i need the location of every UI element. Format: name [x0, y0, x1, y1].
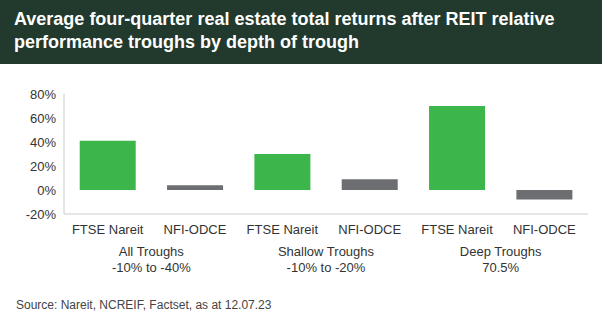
svg-text:80%: 80% — [30, 87, 56, 102]
svg-text:70.5%: 70.5% — [482, 260, 519, 275]
svg-text:0%: 0% — [37, 183, 56, 198]
svg-text:FTSE Nareit: FTSE Nareit — [72, 222, 144, 237]
svg-text:NFI-ODCE: NFI-ODCE — [338, 222, 401, 237]
svg-text:-10% to -20%: -10% to -20% — [287, 260, 366, 275]
svg-text:NFI-ODCE: NFI-ODCE — [513, 222, 576, 237]
svg-text:60%: 60% — [30, 111, 56, 126]
svg-text:FTSE Nareit: FTSE Nareit — [421, 222, 493, 237]
svg-text:-10% to -40%: -10% to -40% — [112, 260, 191, 275]
svg-text:20%: 20% — [30, 159, 56, 174]
html-text:Source: Nareit, NCREIF, Factse: Source: Nareit, NCREIF, Factset, as at 1… — [16, 298, 272, 312]
svg-text:NFI-ODCE: NFI-ODCE — [164, 222, 227, 237]
svg-text:Deep Troughs: Deep Troughs — [460, 244, 542, 259]
svg-text:-20%: -20% — [26, 207, 57, 222]
svg-text:40%: 40% — [30, 135, 56, 150]
html-text:Average four-quarter real esta: Average four-quarter real estate total r… — [14, 9, 555, 52]
svg-text:FTSE Nareit: FTSE Nareit — [247, 222, 319, 237]
svg-text:Shallow Troughs: Shallow Troughs — [278, 244, 375, 259]
svg-text:All Troughs: All Troughs — [119, 244, 185, 259]
